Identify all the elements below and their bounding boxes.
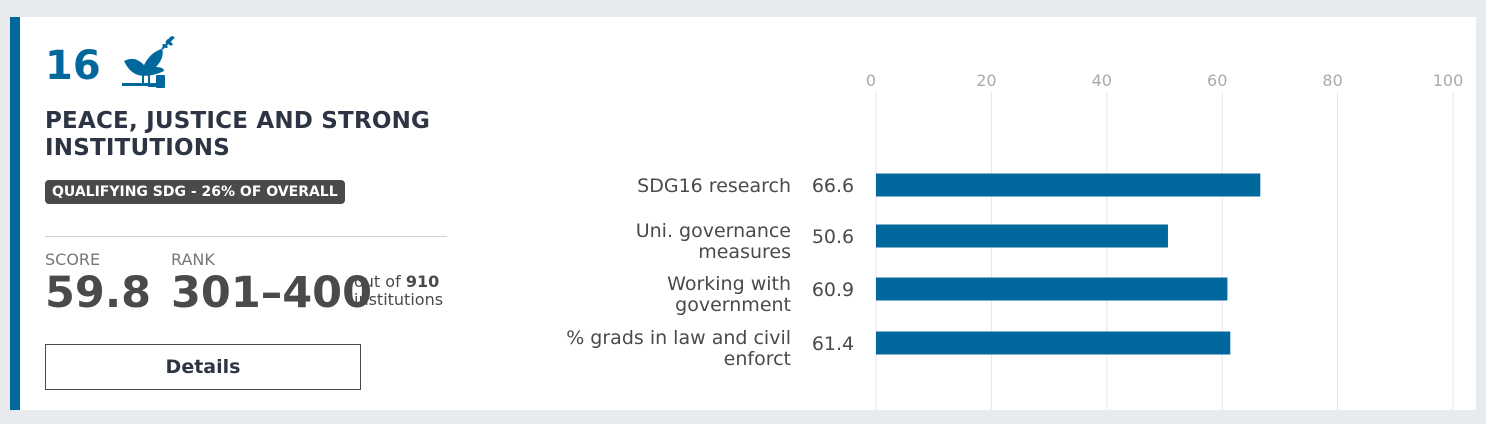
card-accent-bar bbox=[10, 17, 20, 410]
x-tick-label: 80 bbox=[1322, 71, 1342, 90]
chart-bar bbox=[876, 331, 1231, 355]
x-tick-label: 100 bbox=[1433, 71, 1464, 90]
rank-out-of: out of 910 institutions bbox=[354, 273, 443, 309]
bar-value-label: 50.6 bbox=[812, 226, 854, 248]
chart-bar bbox=[876, 277, 1228, 301]
category-label: % grads in law and civil bbox=[566, 327, 791, 349]
bar-value-label: 61.4 bbox=[812, 333, 854, 355]
sdg-number: 16 bbox=[45, 43, 101, 89]
sdg-card: 16 PEACE, JUSTICE AND STRO bbox=[10, 17, 1476, 410]
x-tick-label: 40 bbox=[1092, 71, 1112, 90]
x-tick-label: 0 bbox=[866, 71, 876, 90]
details-button[interactable]: Details bbox=[45, 344, 361, 390]
category-label: Working with bbox=[667, 273, 791, 295]
category-label: government bbox=[675, 294, 791, 316]
chart-bar bbox=[876, 173, 1261, 197]
category-label: SDG16 research bbox=[637, 175, 791, 197]
score-value: 59.8 bbox=[45, 268, 152, 318]
category-label: measures bbox=[698, 241, 791, 263]
x-tick-label: 20 bbox=[976, 71, 996, 90]
x-tick-label: 60 bbox=[1207, 71, 1227, 90]
out-of-prefix: out of bbox=[354, 272, 401, 291]
category-label: Uni. governance bbox=[636, 220, 791, 242]
rank-label: RANK bbox=[171, 250, 215, 269]
goal-summary-panel: 16 PEACE, JUSTICE AND STRO bbox=[45, 17, 455, 410]
bar-value-label: 66.6 bbox=[812, 175, 854, 197]
score-label: SCORE bbox=[45, 250, 101, 269]
institutions-suffix: institutions bbox=[354, 290, 444, 309]
category-label: enforct bbox=[724, 348, 791, 370]
goal-title: PEACE, JUSTICE AND STRONG INSTITUTIONS bbox=[45, 108, 431, 161]
total-institutions: 910 bbox=[405, 272, 440, 291]
divider bbox=[45, 236, 447, 237]
bar-value-label: 60.9 bbox=[812, 279, 854, 301]
chart-bar bbox=[876, 224, 1168, 248]
qualifying-badge: QUALIFYING SDG - 26% OF OVERALL bbox=[45, 180, 345, 204]
dove-gavel-icon bbox=[122, 36, 175, 88]
rank-value: 301–400 bbox=[171, 268, 373, 318]
